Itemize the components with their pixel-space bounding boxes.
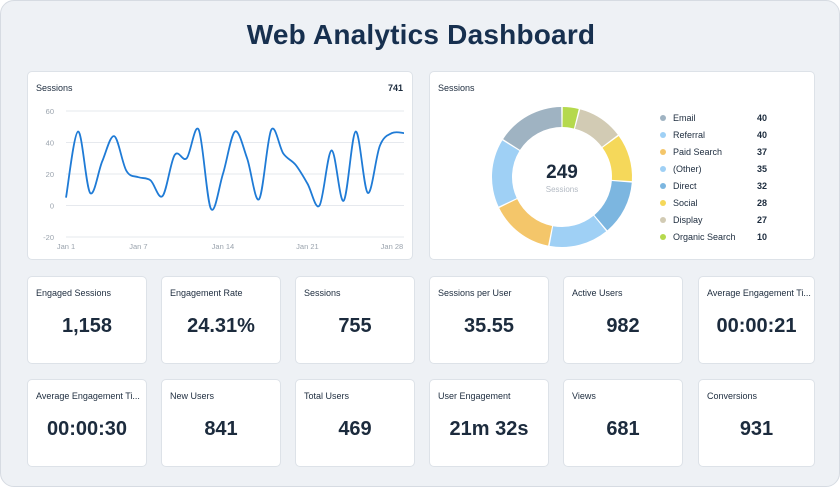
y-tick-label: 20 (46, 170, 54, 179)
x-tick-label: Jan 14 (212, 242, 235, 251)
kpi-value: 755 (338, 315, 372, 337)
kpi-engaged-sessions[interactable]: Engaged Sessions 1,158 (27, 276, 147, 364)
kpi-value: 21m 32s (449, 418, 529, 440)
legend-item[interactable]: Referral 40 (660, 129, 780, 146)
legend-item[interactable]: Email 40 (660, 112, 780, 129)
legend-value: 10 (757, 232, 768, 242)
donut-slice[interactable] (562, 107, 579, 129)
donut-slice[interactable] (503, 107, 562, 150)
legend-value: 40 (757, 130, 768, 140)
kpi-conversions[interactable]: Conversions 931 (698, 379, 815, 467)
kpi-sessions[interactable]: Sessions 755 (295, 276, 415, 364)
sessions-series-line[interactable] (65, 127, 405, 211)
kpi-value: 1,158 (61, 315, 113, 337)
x-tick-label: Jan 7 (129, 242, 147, 251)
legend-label: Display (673, 215, 703, 225)
legend-label: Social (673, 198, 698, 208)
donut-slice[interactable] (492, 140, 520, 207)
kpi-value: 00:00:21 (716, 315, 797, 337)
legend-swatch (660, 217, 666, 223)
legend-item[interactable]: Display 27 (660, 214, 780, 231)
kpi-label: Sessions per User (438, 288, 512, 298)
x-tick-label: Jan 21 (296, 242, 319, 251)
kpi-value: 931 (739, 418, 774, 440)
legend-label: (Other) (673, 164, 702, 174)
sessions-donut-card[interactable]: Sessions 249 Sessions Email 40 Referral 40 P… (429, 71, 815, 260)
kpi-value: 24.31% (187, 315, 255, 337)
kpi-label: Average Engagement Ti... (36, 391, 140, 401)
page-title: Web Analytics Dashboard (246, 19, 596, 50)
legend-value: 35 (757, 164, 768, 174)
kpi-average-engagement-time-2[interactable]: Average Engagement Ti... 00:00:30 (27, 379, 147, 467)
x-tick-label: Jan 28 (381, 242, 404, 251)
legend-swatch (660, 115, 666, 121)
legend-item[interactable]: Social 28 (660, 197, 780, 214)
donut-center-label: Sessions (545, 185, 579, 194)
kpi-label: Engagement Rate (170, 288, 243, 298)
legend-swatch (660, 183, 666, 189)
y-tick-label: 0 (50, 202, 54, 211)
legend-swatch (660, 149, 666, 155)
donut-center-value: 249 (546, 162, 578, 183)
legend-value: 37 (757, 147, 768, 157)
kpi-user-engagement[interactable]: User Engagement 21m 32s (429, 379, 549, 467)
kpi-value: 841 (204, 418, 238, 440)
legend-item[interactable]: Paid Search 37 (660, 146, 780, 163)
kpi-value: 982 (606, 315, 640, 337)
y-tick-label: 60 (46, 107, 54, 116)
legend-label: Organic Search (673, 232, 736, 242)
kpi-average-engagement-time[interactable]: Average Engagement Ti... 00:00:21 (698, 276, 815, 364)
donut-legend: Email 40 Referral 40 Paid Search 37 (Other) 35 D… (660, 112, 780, 248)
kpi-engagement-rate[interactable]: Engagement Rate 24.31% (161, 276, 281, 364)
kpi-label: Average Engagement Ti... (707, 288, 811, 298)
legend-swatch (660, 234, 666, 240)
kpi-value: 681 (606, 418, 640, 440)
kpi-total-users[interactable]: Total Users 469 (295, 379, 415, 467)
kpi-new-users[interactable]: New Users 841 (161, 379, 281, 467)
y-tick-label: -20 (43, 233, 54, 242)
legend-item[interactable]: Organic Search 10 (660, 231, 780, 248)
legend-value: 32 (757, 181, 768, 191)
x-tick-label: Jan 1 (57, 242, 75, 251)
kpi-active-users[interactable]: Active Users 982 (563, 276, 683, 364)
sessions-line-card[interactable]: Sessions 741 -20 0 20 40 60 Jan 1 Jan 7 Jan 14 J… (27, 71, 413, 260)
kpi-label: Conversions (707, 391, 758, 401)
kpi-value: 35.55 (463, 315, 515, 337)
kpi-views[interactable]: Views 681 (563, 379, 683, 467)
sessions-donut-chart (492, 107, 632, 248)
legend-label: Direct (673, 181, 697, 191)
donut-slice[interactable] (575, 109, 618, 147)
donut-slice[interactable] (499, 199, 553, 246)
donut-slice[interactable] (602, 135, 632, 182)
legend-value: 40 (757, 113, 768, 123)
legend-item[interactable]: Direct 32 (660, 180, 780, 197)
legend-item[interactable]: (Other) 35 (660, 163, 780, 180)
legend-swatch (660, 166, 666, 172)
legend-swatch (660, 132, 666, 138)
donut-slice[interactable] (594, 181, 632, 231)
y-tick-label: 40 (46, 139, 54, 148)
kpi-value: 00:00:30 (46, 418, 128, 440)
kpi-label: User Engagement (438, 391, 511, 401)
legend-swatch (660, 200, 666, 206)
kpi-sessions-per-user[interactable]: Sessions per User 35.55 (429, 276, 549, 364)
card-total: 741 (387, 83, 403, 93)
kpi-label: Engaged Sessions (36, 288, 112, 298)
donut-center: 249 Sessions (522, 162, 602, 194)
legend-label: Paid Search (673, 147, 723, 157)
kpi-label: New Users (170, 391, 215, 401)
kpi-label: Active Users (572, 288, 623, 298)
kpi-label: Views (572, 391, 596, 401)
sessions-line-chart: -20 0 20 40 60 Jan 1 Jan 7 Jan 14 Jan 21 Jan 28 (43, 107, 405, 251)
donut-slice[interactable] (549, 215, 607, 248)
legend-value: 28 (757, 198, 768, 208)
legend-label: Email (673, 113, 696, 123)
legend-value: 27 (757, 215, 768, 225)
kpi-label: Sessions (304, 288, 341, 298)
legend-label: Referral (673, 130, 706, 140)
kpi-value: 469 (338, 418, 372, 440)
kpi-label: Total Users (304, 391, 350, 401)
